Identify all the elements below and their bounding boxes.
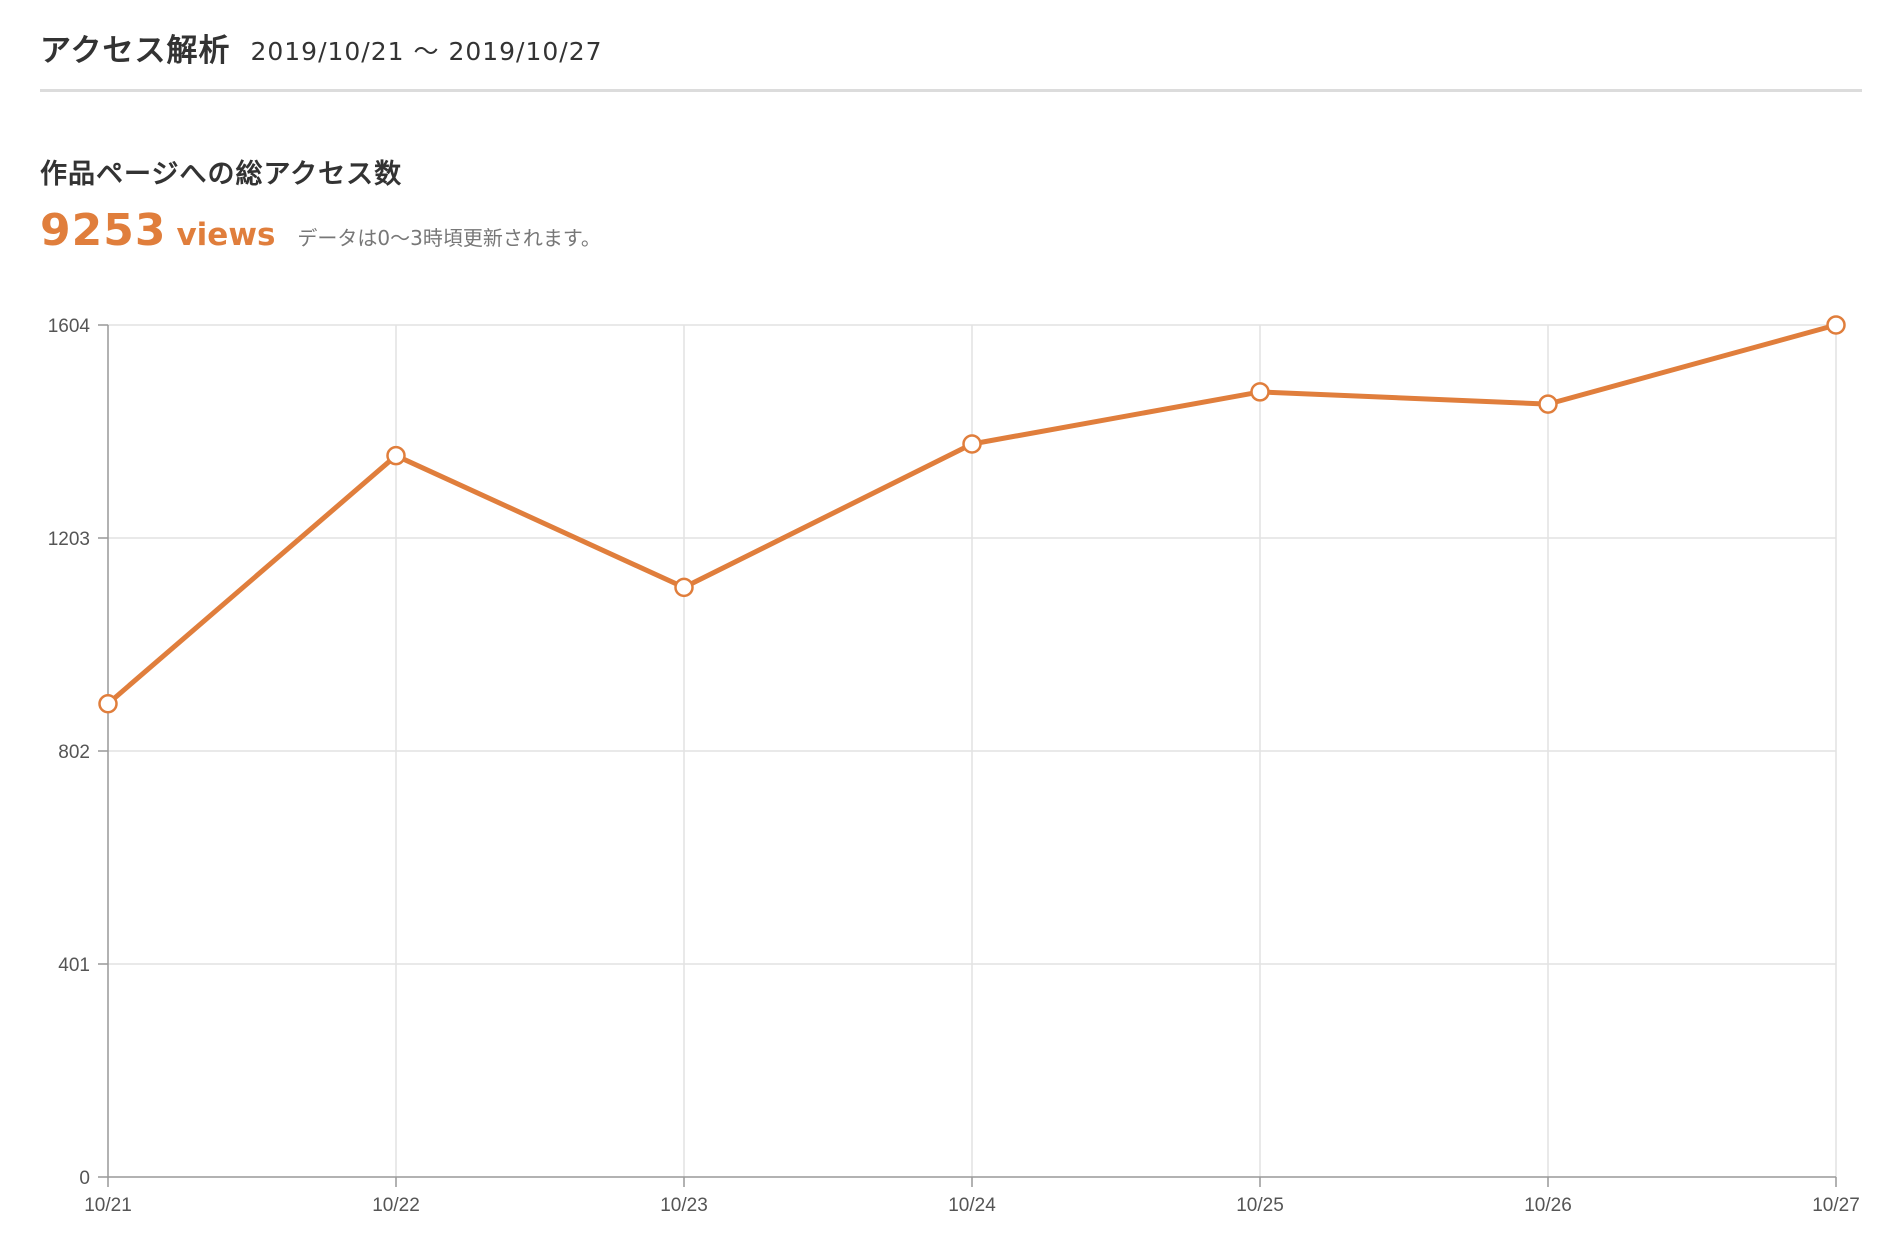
chart-axes <box>98 324 1837 1187</box>
y-tick-label: 401 <box>58 955 90 976</box>
x-tick-label: 10/26 <box>1524 1195 1572 1216</box>
date-range: 2019/10/21 〜 2019/10/27 <box>250 36 603 66</box>
y-tick-label: 802 <box>58 742 90 763</box>
x-tick-label: 10/21 <box>84 1195 132 1216</box>
total-views-unit: views <box>176 217 276 253</box>
x-tick-label: 10/27 <box>1812 1195 1860 1216</box>
y-tick-label: 1203 <box>48 529 90 550</box>
data-point[interactable] <box>98 693 118 714</box>
total-views-count: 9253 <box>40 205 167 256</box>
page-title: アクセス解析 <box>40 33 231 69</box>
section-title: 作品ページへの総アクセス数 <box>40 159 403 190</box>
data-point[interactable] <box>1250 382 1270 402</box>
y-tick-label: 0 <box>79 1168 90 1189</box>
total-views-row: 9253 views データは0〜3時頃更新されます。 <box>40 205 601 256</box>
chart-series <box>98 315 1846 714</box>
data-point[interactable] <box>1538 394 1558 414</box>
data-point[interactable] <box>386 445 406 466</box>
y-tick-label: 1604 <box>48 316 91 337</box>
data-point[interactable] <box>674 577 694 598</box>
update-note: データは0〜3時頃更新されます。 <box>297 226 601 250</box>
x-tick-label: 10/24 <box>948 1195 996 1216</box>
x-tick-label: 10/22 <box>372 1195 420 1216</box>
chart-grid <box>108 324 1837 1177</box>
data-point[interactable] <box>1826 315 1846 335</box>
page-header: アクセス解析 2019/10/21 〜 2019/10/27 <box>40 12 1862 92</box>
x-tick-label: 10/25 <box>1236 1195 1284 1216</box>
data-point[interactable] <box>962 434 982 454</box>
chart-tick-labels: 0 401 802 1203 1604 10/21 10/22 10/23 10/24 10/25… <box>48 316 1860 1216</box>
x-tick-label: 10/23 <box>660 1195 708 1216</box>
